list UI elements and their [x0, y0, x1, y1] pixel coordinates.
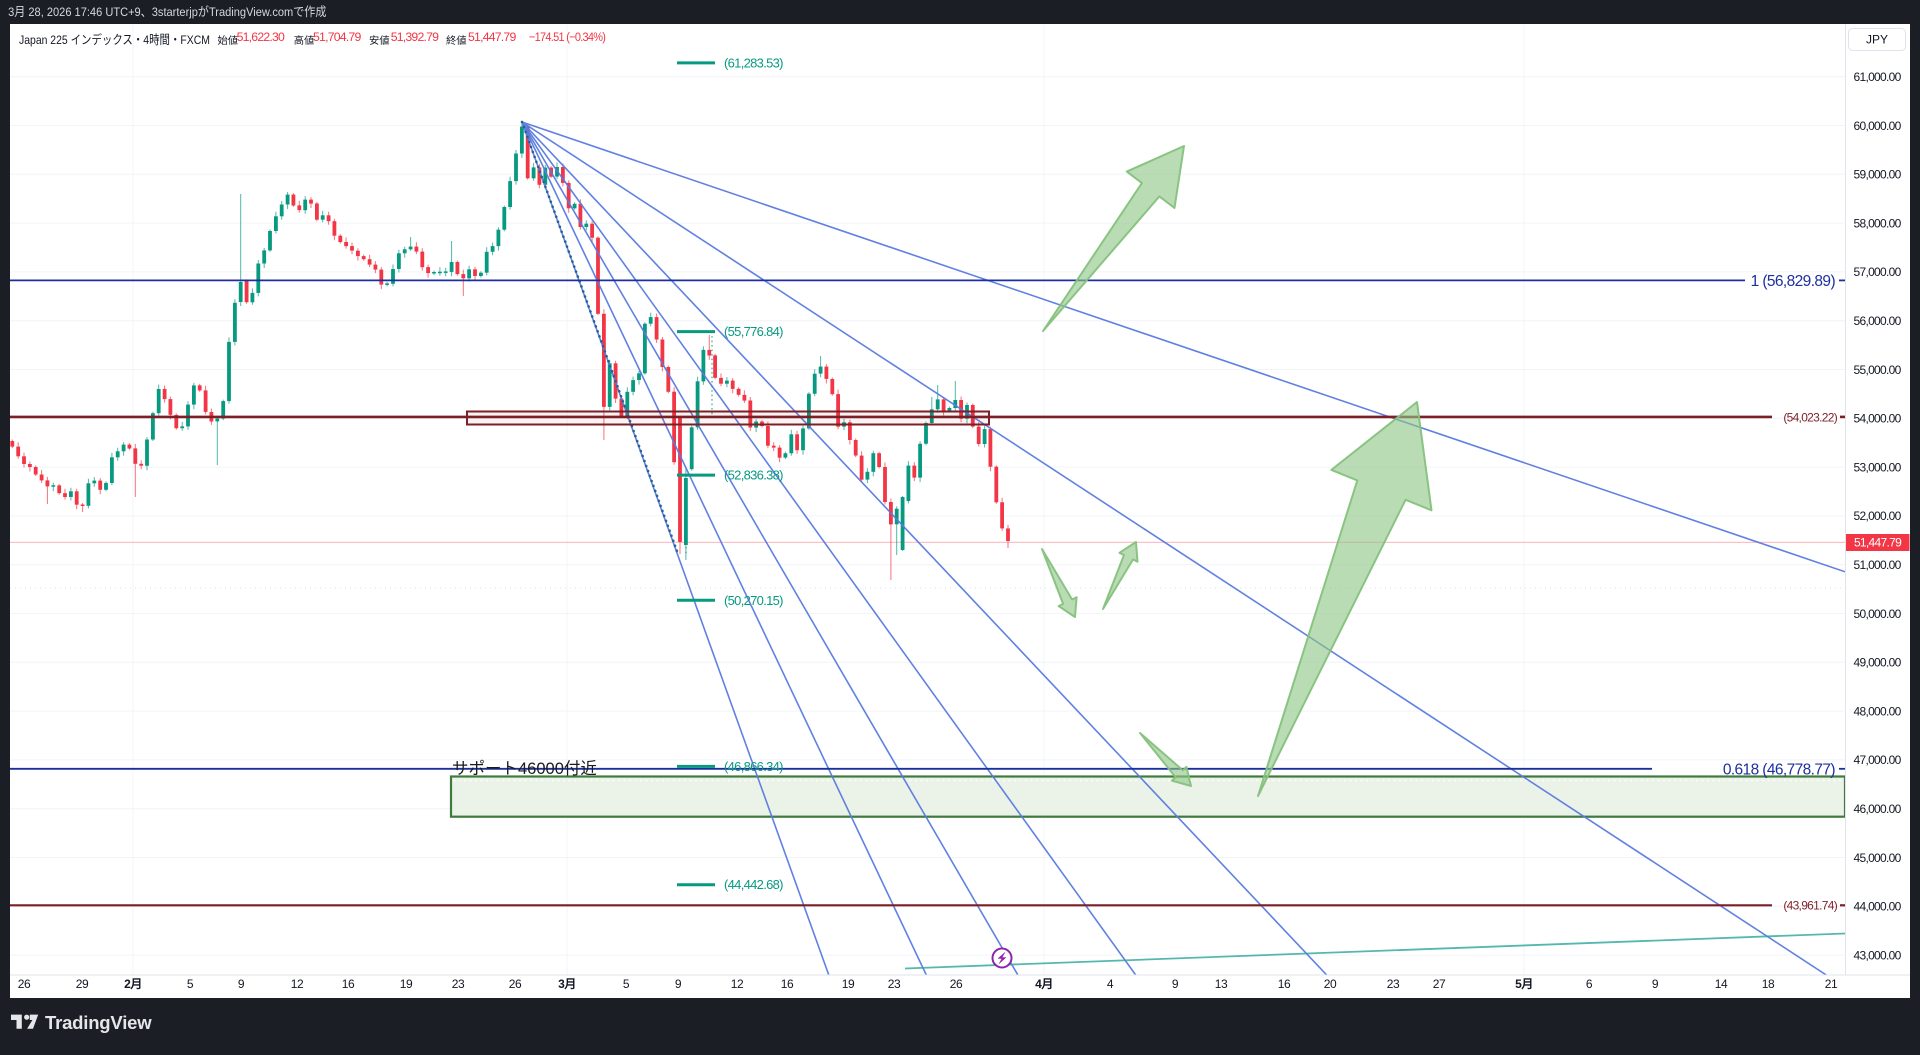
- svg-text:27: 27: [1433, 977, 1446, 991]
- svg-text:45,000.00: 45,000.00: [1854, 851, 1902, 865]
- svg-text:26: 26: [18, 977, 31, 991]
- svg-text:(44,442.68): (44,442.68): [724, 877, 783, 892]
- svg-text:44,000.00: 44,000.00: [1854, 900, 1902, 914]
- svg-text:5: 5: [623, 977, 630, 991]
- svg-text:(46,866.34): (46,866.34): [724, 759, 783, 774]
- svg-text:52,000.00: 52,000.00: [1854, 509, 1902, 523]
- svg-text:16: 16: [342, 977, 355, 991]
- svg-text:12: 12: [291, 977, 304, 991]
- svg-text:57,000.00: 57,000.00: [1854, 265, 1902, 279]
- svg-text:43,000.00: 43,000.00: [1854, 948, 1902, 962]
- svg-text:4: 4: [1107, 977, 1114, 991]
- svg-text:14: 14: [1715, 977, 1728, 991]
- svg-text:12: 12: [731, 977, 744, 991]
- svg-text:16: 16: [1278, 977, 1291, 991]
- svg-text:23: 23: [888, 977, 901, 991]
- svg-text:2月: 2月: [124, 977, 142, 991]
- svg-text:サポート46000付近: サポート46000付近: [452, 759, 597, 778]
- svg-text:54,000.00: 54,000.00: [1854, 412, 1902, 426]
- svg-text:19: 19: [400, 977, 413, 991]
- svg-text:9: 9: [1652, 977, 1659, 991]
- svg-text:(50,270.15): (50,270.15): [724, 593, 783, 608]
- svg-text:23: 23: [452, 977, 465, 991]
- svg-text:58,000.00: 58,000.00: [1854, 216, 1902, 230]
- svg-text:53,000.00: 53,000.00: [1854, 460, 1902, 474]
- svg-text:55,000.00: 55,000.00: [1854, 363, 1902, 377]
- svg-text:18: 18: [1762, 977, 1775, 991]
- svg-text:3月: 3月: [558, 977, 576, 991]
- svg-text:21: 21: [1825, 977, 1838, 991]
- svg-text:1 (56,829.89): 1 (56,829.89): [1751, 273, 1836, 290]
- svg-text:(55,776.84): (55,776.84): [724, 324, 783, 339]
- svg-text:4月: 4月: [1035, 977, 1053, 991]
- svg-text:56,000.00: 56,000.00: [1854, 314, 1902, 328]
- svg-text:48,000.00: 48,000.00: [1854, 704, 1902, 718]
- svg-text:0.618 (46,778.77): 0.618 (46,778.77): [1723, 761, 1836, 778]
- svg-text:51,000.00: 51,000.00: [1854, 558, 1902, 572]
- svg-text:29: 29: [76, 977, 89, 991]
- svg-text:47,000.00: 47,000.00: [1854, 753, 1902, 767]
- svg-text:(61,283.53): (61,283.53): [724, 55, 783, 70]
- svg-text:60,000.00: 60,000.00: [1854, 119, 1902, 133]
- svg-text:51,447.79: 51,447.79: [1854, 536, 1902, 550]
- svg-text:26: 26: [950, 977, 963, 991]
- svg-text:(52,836.38): (52,836.38): [724, 468, 783, 483]
- svg-text:5月: 5月: [1515, 977, 1533, 991]
- svg-text:9: 9: [238, 977, 245, 991]
- svg-text:16: 16: [781, 977, 794, 991]
- svg-text:5: 5: [187, 977, 194, 991]
- svg-text:19: 19: [842, 977, 855, 991]
- svg-text:20: 20: [1324, 977, 1337, 991]
- svg-text:9: 9: [1172, 977, 1179, 991]
- svg-text:49,000.00: 49,000.00: [1854, 656, 1902, 670]
- svg-text:(54,023.22): (54,023.22): [1783, 410, 1837, 424]
- svg-text:23: 23: [1387, 977, 1400, 991]
- svg-text:9: 9: [675, 977, 682, 991]
- svg-text:(43,961.74): (43,961.74): [1783, 899, 1837, 913]
- svg-text:50,000.00: 50,000.00: [1854, 607, 1902, 621]
- svg-text:59,000.00: 59,000.00: [1854, 168, 1902, 182]
- svg-text:6: 6: [1586, 977, 1593, 991]
- svg-text:61,000.00: 61,000.00: [1854, 70, 1902, 84]
- svg-text:46,000.00: 46,000.00: [1854, 802, 1902, 816]
- svg-text:13: 13: [1215, 977, 1228, 991]
- svg-text:JPY: JPY: [1866, 33, 1888, 47]
- svg-text:26: 26: [509, 977, 522, 991]
